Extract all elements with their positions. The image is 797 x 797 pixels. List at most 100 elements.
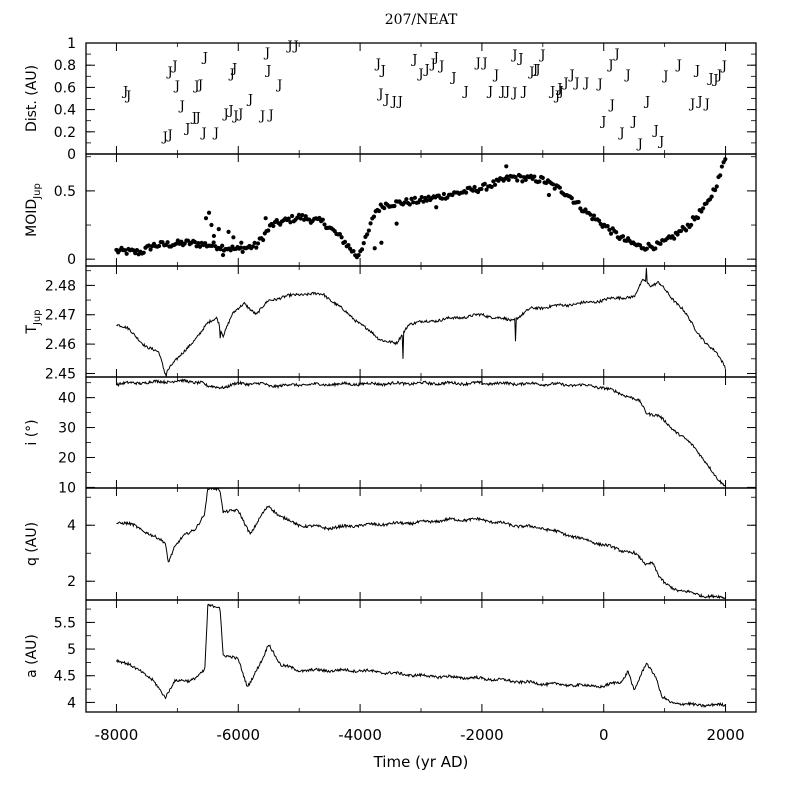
moid-point — [523, 177, 528, 182]
moid-point — [557, 185, 562, 190]
close-encounter-marker: J — [715, 68, 722, 83]
close-encounter-marker: J — [170, 59, 177, 74]
close-encounter-marker: J — [651, 124, 658, 139]
moid-point — [520, 179, 525, 184]
moid-point — [368, 221, 373, 226]
x-tick-label: 0 — [599, 726, 609, 744]
moid-point — [608, 231, 614, 236]
close-encounter-marker: J — [636, 137, 643, 152]
close-encounter-marker: J — [121, 85, 128, 100]
moid-point — [263, 216, 268, 221]
moid-point — [379, 240, 384, 245]
x-tick-label: 2000 — [706, 726, 744, 744]
moid-point — [714, 184, 719, 189]
close-encounter-marker: J — [422, 63, 429, 78]
close-encounter-marker: J — [538, 48, 545, 63]
moid-point — [197, 244, 203, 249]
moid-point — [482, 181, 487, 186]
moid-point — [411, 200, 416, 205]
moid-point — [211, 233, 217, 239]
close-encounter-marker: J — [196, 78, 203, 93]
moid-point — [718, 173, 723, 178]
close-encounter-marker: J — [553, 89, 560, 104]
close-encounter-marker: J — [555, 81, 562, 96]
y-tick-label: 1 — [67, 36, 76, 52]
close-encounter-marker: J — [285, 39, 292, 54]
y-tick-label: 20 — [58, 450, 76, 466]
close-encounter-marker: J — [510, 86, 517, 101]
moid-point — [288, 220, 293, 225]
moid-point — [203, 241, 208, 246]
close-encounter-marker: J — [608, 98, 615, 113]
moid-point — [185, 238, 191, 243]
y-tick-label: 4 — [67, 518, 76, 534]
close-encounter-marker: J — [595, 77, 602, 92]
moid-point — [320, 217, 325, 222]
close-encounter-marker: J — [520, 85, 527, 100]
moid-point — [712, 187, 718, 193]
moid-point — [441, 191, 447, 197]
y-tick-label: 10 — [58, 480, 76, 496]
close-encounter-marker: J — [548, 85, 555, 100]
moid-point — [303, 214, 308, 219]
moid-point — [322, 222, 327, 227]
y-tick-label: 30 — [58, 421, 76, 437]
close-encounter-marker: J — [429, 57, 436, 72]
moid-point — [552, 186, 557, 191]
moid-point — [372, 246, 377, 251]
moid-point — [463, 190, 469, 195]
y-tick-label: 0.8 — [54, 58, 76, 74]
series-tjup — [116, 267, 726, 377]
close-encounter-marker: J — [643, 95, 650, 110]
moid-point — [596, 218, 602, 223]
moid-point — [211, 240, 216, 245]
close-encounter-marker: J — [124, 89, 131, 104]
close-encounter-marker: J — [695, 95, 702, 110]
moid-point — [209, 243, 215, 248]
close-encounter-marker: J — [437, 59, 444, 74]
y-axis-label-text: T — [24, 325, 40, 335]
series-q — [116, 486, 726, 600]
close-encounter-marker: J — [212, 126, 219, 141]
moid-point — [506, 177, 511, 182]
series-moid — [114, 157, 728, 260]
moid-point — [203, 216, 209, 221]
moid-point — [165, 240, 170, 245]
close-encounter-marker: J — [178, 99, 185, 114]
panel-a: 4 4.5 5 5.5 a (AU) — [24, 599, 757, 713]
moid-point — [569, 196, 574, 201]
close-encounter-marker: J — [236, 107, 243, 122]
close-encounter-marker: J — [527, 65, 534, 80]
moid-point — [518, 174, 523, 179]
moid-point — [591, 213, 597, 218]
y-tick-label: 0.6 — [54, 80, 76, 96]
moid-point — [206, 210, 212, 215]
moid-point — [491, 179, 496, 184]
moid-point — [683, 228, 689, 233]
close-encounter-marker: J — [706, 71, 713, 86]
chart-title: 207/NEAT — [385, 12, 458, 28]
moid-point — [240, 249, 245, 254]
moid-point — [590, 216, 595, 222]
y-tick-label: 2.46 — [45, 337, 76, 353]
close-encounter-marker: J — [613, 47, 620, 62]
moid-point — [226, 229, 231, 234]
moid-point — [504, 174, 510, 179]
moid-point — [220, 243, 225, 248]
close-encounter-marker: J — [461, 85, 468, 100]
moid-point — [620, 234, 626, 239]
close-encounter-marker: J — [599, 115, 606, 130]
y-tick-label: 2.48 — [45, 278, 76, 294]
moid-point — [182, 241, 187, 246]
close-encounter-marker: J — [449, 70, 456, 85]
moid-point — [470, 188, 475, 193]
y-axis-label-text: i (°) — [24, 419, 40, 445]
moid-point — [672, 236, 677, 241]
close-encounter-marker: J — [480, 56, 487, 71]
series-line-a — [116, 603, 726, 708]
moid-point — [472, 184, 477, 190]
y-axis-label-a: a (AU) — [24, 634, 40, 678]
close-encounter-marker: J — [201, 50, 208, 65]
close-encounter-marker: J — [379, 64, 386, 79]
